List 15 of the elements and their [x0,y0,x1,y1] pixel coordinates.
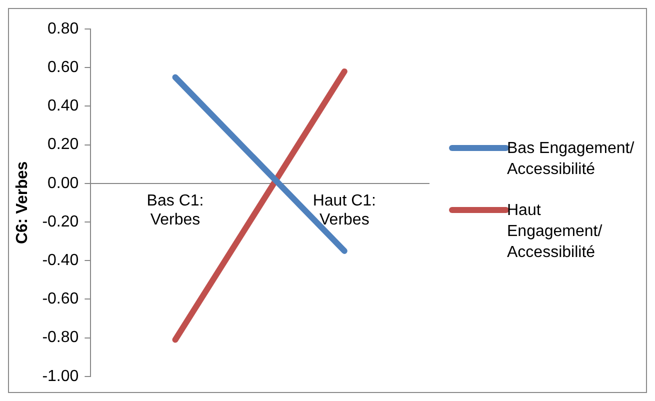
y-tick-label: 0.60 [48,59,79,76]
y-tick-label: -0.80 [42,329,79,346]
y-tick-label: -0.20 [42,213,79,230]
x-tick-label: Bas C1: Verbes [146,192,204,229]
x-tick-label: Haut C1: Verbes [312,192,376,229]
y-tick-label: 0.20 [48,136,79,154]
y-axis-title: C6: Verbes [14,161,32,244]
legend-label: Bas Engagement/ Accessibilité [507,139,636,180]
y-tick-label: -0.40 [42,252,79,270]
y-tick-label: -1.00 [42,368,79,385]
legend-label: Haut Engagement/ Accessibilité [507,201,604,263]
y-tick-label: 0.40 [48,98,79,115]
y-tick-label: -0.60 [42,290,79,308]
y-tick-label: 0.80 [48,20,79,38]
y-tick-label: 0.00 [48,174,79,192]
